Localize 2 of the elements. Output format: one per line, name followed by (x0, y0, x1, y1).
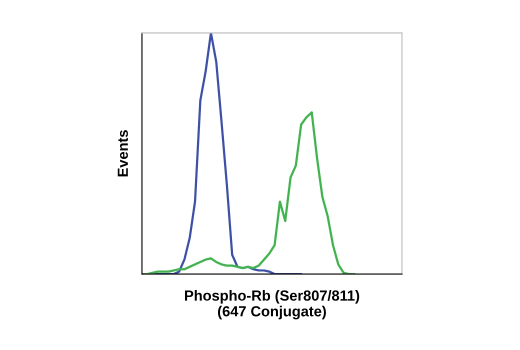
y-axis-title: Events (118, 130, 128, 176)
x-axis-title: Phospho-Rb (Ser807/811) (647 Conjugate) (185, 290, 360, 320)
